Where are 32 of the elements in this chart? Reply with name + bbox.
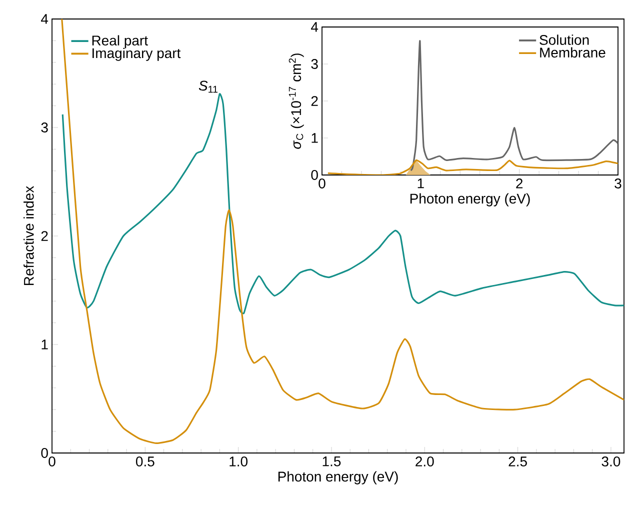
x-axis-title: Photon energy (eV) <box>278 471 398 484</box>
legend-label: Imaginary part <box>92 48 181 61</box>
legend-label: Membrane <box>540 47 606 58</box>
y-axis-title: σ$_{C}$ (×10$^{-17}$ cm$^{2}$) <box>288 54 304 149</box>
line-series <box>327 159 618 175</box>
x-tick-label: 2.5 <box>508 456 527 466</box>
x-tick-label: 2 <box>516 178 523 188</box>
x-tick-label: 3 <box>614 178 622 188</box>
y-tick-label: 4 <box>310 22 318 32</box>
y-tick-label: 1 <box>42 340 48 350</box>
x-tick-label: 1.0 <box>230 456 248 466</box>
legend-label: Solution <box>540 34 589 45</box>
y-tick-label: 0 <box>311 170 318 180</box>
x-tick-label: 3.0 <box>602 456 620 466</box>
y-tick-label: 2 <box>311 96 318 106</box>
x-tick-label: 1 <box>418 178 424 188</box>
y-tick-label: 1 <box>312 133 318 143</box>
line-series <box>61 18 624 444</box>
legend-label: Real part <box>92 35 148 48</box>
y-axis-title: Refractive index <box>24 186 34 286</box>
annotation: S$_{11}$ <box>198 80 218 93</box>
x-tick-label: 0.5 <box>136 456 154 466</box>
y-tick-label: 3 <box>41 122 48 132</box>
y-tick-label: 2 <box>41 231 48 241</box>
y-tick-label: 4 <box>41 14 48 24</box>
y-tick-label: 0 <box>41 448 48 458</box>
x-tick-label: 2.0 <box>416 456 434 466</box>
x-tick-label: 1.5 <box>322 456 341 466</box>
x-axis-title: Photon energy (eV) <box>410 193 530 206</box>
x-tick-label: 0 <box>48 456 56 466</box>
x-tick-label: 0 <box>318 178 326 188</box>
y-tick-label: 3 <box>311 59 318 69</box>
